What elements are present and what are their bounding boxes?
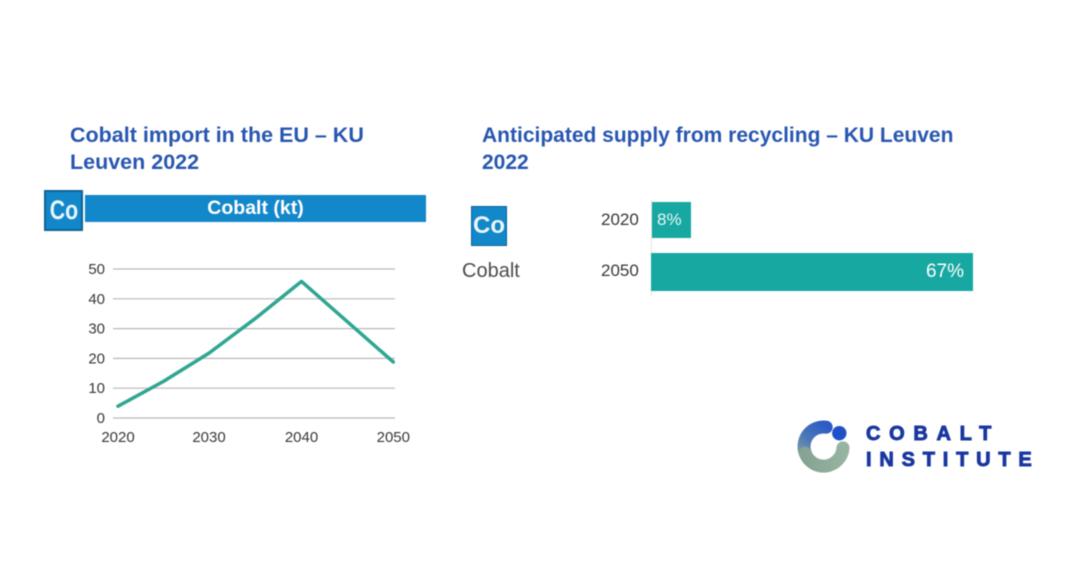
svg-text:2050: 2050 — [377, 429, 410, 446]
svg-text:COBALT: COBALT — [866, 423, 1000, 445]
svg-text:50: 50 — [88, 261, 105, 278]
svg-text:2030: 2030 — [192, 429, 225, 446]
svg-text:0: 0 — [97, 410, 105, 427]
svg-text:2020: 2020 — [101, 429, 134, 446]
svg-text:20: 20 — [88, 350, 105, 367]
svg-text:40: 40 — [88, 291, 105, 308]
svg-text:10: 10 — [88, 380, 105, 397]
svg-text:30: 30 — [88, 321, 105, 338]
svg-text:2040: 2040 — [285, 429, 318, 446]
svg-text:INSTITUTE: INSTITUTE — [866, 449, 1040, 471]
